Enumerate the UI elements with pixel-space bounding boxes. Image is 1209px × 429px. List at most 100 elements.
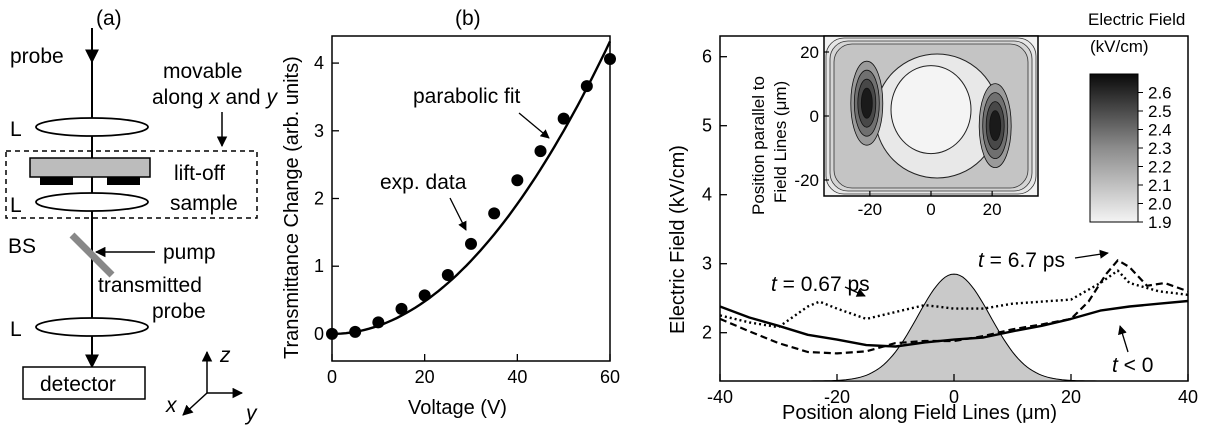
data-point [604,53,616,66]
electrode-left [40,177,73,185]
x-axis-label-c: Position along Field Lines (μm) [782,402,1057,424]
colorbar-title-1: Electric Field [1088,10,1185,29]
y-axis-label-c: Electric Field (kV/cm) [667,145,689,334]
curve-label-t067-arrow [844,286,866,297]
contour-hotspot [989,110,1002,141]
data-point [465,237,477,250]
colorbar-tick-label: 1.9 [1148,213,1172,232]
inset-y-tick-label: 0 [810,107,819,126]
pulse-profile [790,273,1118,382]
inset-y-tick-label: 20 [800,43,819,62]
colorbar-tick-label: 2.1 [1148,176,1172,195]
colorbar-tick-label: 2.0 [1148,195,1172,214]
data-point [395,302,408,315]
data-point [580,80,593,93]
y-tick-label-b: 4 [314,53,324,73]
pulse-profile-area [790,273,1118,382]
line-t-0-67ps [719,269,1189,329]
y-tick-label-b: 3 [314,121,324,141]
curve-label-tneg: t < 0 [1112,354,1153,377]
lens-1-label: L [10,118,22,141]
colorbar-ticks: 2.62.52.42.32.22.12.01.9 [1138,84,1172,232]
y-tick-label-c: 5 [702,116,712,136]
inset-ylabel-1: Position parallel to [749,76,768,215]
lens-3-label: L [10,318,22,341]
inset-x-tick-label: -20 [858,200,883,219]
contour-center-inner [890,65,972,155]
detector-label: detector [40,373,116,396]
y-axis-label-b: Transmittance Change (arb. units) [281,56,303,359]
x-tick-label-c: -40 [707,387,733,407]
sample-stage-box [5,150,258,219]
sample-label: sample [170,192,238,215]
movable-label-2: along x and y [152,86,278,109]
data-point [488,207,501,220]
y-tick-label-c: 2 [702,323,712,343]
data-point [441,269,454,282]
curve-label-t67: t = 6.7 ps [978,249,1065,272]
inset-ticks: -20 0 20 -20 0 20 [794,43,1001,219]
contour-hotspot [860,87,873,119]
probe-label: probe [10,45,64,68]
beam-splitter [69,232,115,278]
data-point [418,289,431,302]
y-tick-label-c: 3 [702,254,712,274]
panel-b-chart: (b) 0 20 40 60 0 1 2 3 4 Voltage (V) Transmittan… [281,7,620,419]
y-tick-label-b: 2 [314,189,324,209]
x-tick-label-c: 40 [1178,387,1198,407]
colorbar-tick-label: 2.5 [1148,102,1172,121]
x-tick-label-b: 20 [415,367,435,387]
liftoff-label: lift-off [174,162,225,185]
colorbar: Electric Field (kV/cm) 2.62.52.42.32.22.… [1088,10,1185,232]
data-point [557,112,570,125]
inset-x-tick-label: 20 [983,200,1002,219]
panel-a-schematic: (a) probe movable along x and y L lift-o… [5,7,278,425]
annotation-parabolic-fit: parabolic fit [413,85,521,108]
movable-label-1: movable [163,60,242,83]
electrode-right [107,177,140,185]
exp-data-series [326,53,616,340]
pump-label: pump [163,241,216,264]
panel-c-chart: -40 -20 0 20 40 2 3 4 5 6 Position along Field Li… [667,10,1198,424]
liftoff-sample [29,157,151,178]
annotation-exp-data: exp. data [380,171,467,194]
lens-1 [35,117,149,137]
transmitted-label-2: probe [152,300,206,323]
axis-y-label: y [244,402,258,425]
axis-x-label: x [165,394,178,417]
transmitted-label-1: transmitted [98,274,202,297]
x-tick-label-b: 40 [507,367,527,387]
x-axis-label-b: Voltage (V) [408,397,507,419]
line-t-negative [719,299,1189,348]
x-tick-label-c: -20 [824,387,850,407]
annotation-data-arrow [449,197,467,231]
panel-a-label: (a) [96,7,122,30]
x-axis-arrow [182,392,208,416]
x-tick-label-c: 0 [949,387,959,407]
line-t-6-7ps [719,259,1189,355]
data-point [349,325,362,338]
inset-x-tick-label: 0 [926,200,935,219]
bs-label: BS [8,235,36,258]
inset-heatmap: -20 0 20 -20 0 20 Position parallel to Field … [749,35,1039,219]
axis-z-label: z [219,344,231,367]
inset-ylabel-2: Field Lines (μm) [771,81,790,203]
plot-b-ticks: 0 20 40 60 0 1 2 3 4 [314,53,620,387]
colorbar-title-2: (kV/cm) [1090,37,1149,56]
curve-label-t067: t = 0.67 ps [771,273,870,296]
lens-3 [35,317,149,337]
data-point [372,316,385,329]
data-point [326,327,338,340]
curve-label-t67-arrow [1074,249,1109,259]
inset-y-tick-label: -20 [794,171,819,190]
data-point [511,174,524,187]
plot-c-ticks: -40 -20 0 20 40 2 3 4 5 6 [702,47,1198,407]
x-tick-label-b: 0 [327,367,337,387]
panel-b-label: (b) [455,7,481,30]
inset-contours [825,37,1037,195]
colorbar-tick-label: 2.4 [1148,121,1172,140]
lens-2 [35,192,149,212]
y-tick-label-c: 4 [702,185,712,205]
curve-label-tneg-arrow [1118,325,1129,353]
colorbar-tick-label: 2.6 [1148,84,1172,103]
